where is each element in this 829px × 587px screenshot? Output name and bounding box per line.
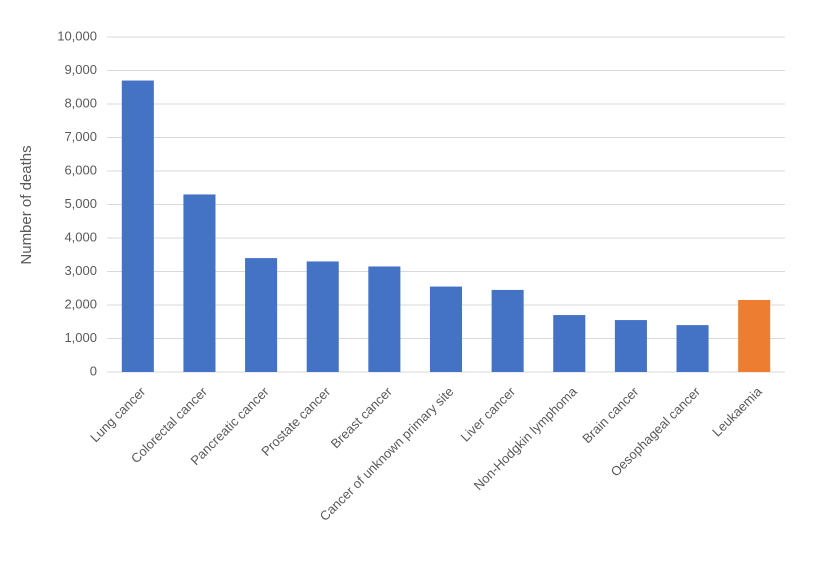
- y-tick-label: 8,000: [64, 95, 97, 110]
- bar: [183, 194, 216, 372]
- x-tick-label: Leukaemia: [709, 383, 765, 439]
- bar: [614, 320, 647, 372]
- y-tick-label: 6,000: [64, 162, 97, 177]
- bar: [429, 286, 463, 372]
- x-tick-label: Lung cancer: [87, 383, 149, 445]
- bar: [368, 266, 401, 372]
- x-tick-label: Breast cancer: [328, 383, 396, 451]
- bar: [306, 261, 339, 372]
- y-tick-label: 2,000: [64, 296, 97, 311]
- y-tick-label: 1,000: [64, 330, 97, 345]
- y-tick-label: 3,000: [64, 263, 97, 278]
- bar: [676, 325, 709, 372]
- bar: [491, 289, 524, 372]
- bar: [245, 258, 278, 372]
- x-tick-label: Liver cancer: [458, 383, 519, 444]
- x-tick-label: Cancer of unknown primary site: [317, 384, 457, 524]
- y-tick-label: 7,000: [64, 129, 97, 144]
- y-axis-label: Number of deaths: [18, 145, 35, 264]
- bar: [553, 315, 586, 372]
- y-tick-label: 5,000: [64, 196, 97, 211]
- x-tick-label: Brain cancer: [579, 383, 642, 446]
- x-tick-label: Non-Hodgkin lymphoma: [471, 383, 581, 493]
- y-tick-label: 4,000: [64, 229, 97, 244]
- bar: [738, 299, 771, 372]
- y-tick-label: 0: [90, 363, 97, 378]
- bar: [121, 80, 154, 373]
- y-tick-label: 9,000: [64, 62, 97, 77]
- y-tick-label: 10,000: [57, 28, 97, 43]
